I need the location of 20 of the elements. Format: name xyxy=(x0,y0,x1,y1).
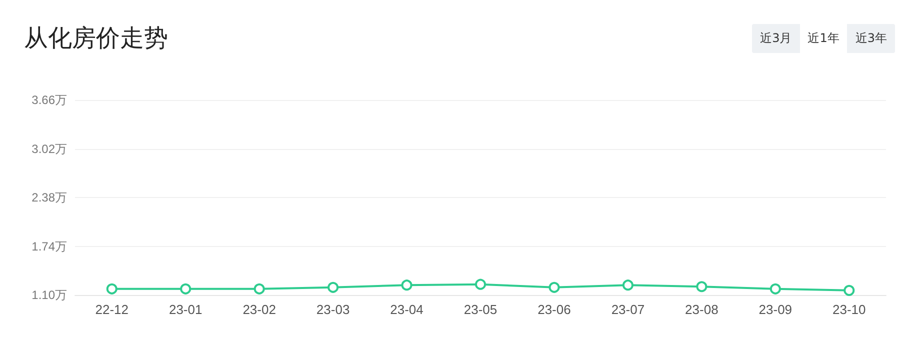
x-tick-label: 23-04 xyxy=(390,302,424,317)
x-tick-label: 23-02 xyxy=(242,302,276,317)
x-tick-label: 23-08 xyxy=(685,302,718,317)
x-tick-label: 23-03 xyxy=(316,302,350,317)
text: 近3月 xyxy=(759,30,793,47)
x-tick-label: 23-10 xyxy=(832,302,866,317)
text: 近3年 xyxy=(854,30,888,47)
text: 近1年 xyxy=(800,24,848,53)
y-tick-label: 1.10万 xyxy=(32,288,67,302)
x-tick-label: 23-06 xyxy=(538,302,571,317)
x-tick-label: 23-09 xyxy=(758,302,792,317)
x-tick-label: 23-01 xyxy=(168,302,202,317)
x-tick-label: 23-05 xyxy=(464,302,498,317)
y-tick-label: 3.66万 xyxy=(32,93,67,107)
x-tick-label: 23-07 xyxy=(611,302,645,317)
y-tick-label: 2.38万 xyxy=(32,190,67,204)
y-tick-label: 3.02万 xyxy=(32,142,67,156)
x-tick-label: 22-12 xyxy=(95,302,128,317)
chart-title: 从化房价走势 xyxy=(24,23,168,54)
y-tick-label: 1.74万 xyxy=(32,239,67,254)
